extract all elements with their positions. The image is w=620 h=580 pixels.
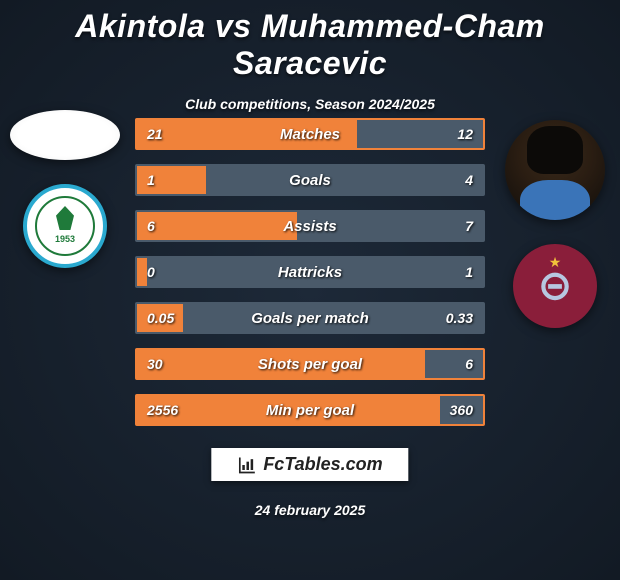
stat-label: Min per goal bbox=[137, 396, 483, 424]
player-right-club-badge: ★ ⊝ bbox=[513, 244, 597, 328]
stat-label: Shots per goal bbox=[137, 350, 483, 378]
page-title: Akintola vs Muhammed-Cham Saracevic bbox=[0, 0, 620, 82]
stat-row: 2556360Min per goal bbox=[135, 394, 485, 426]
stat-label: Assists bbox=[137, 212, 483, 240]
comparison-card: Akintola vs Muhammed-Cham Saracevic Club… bbox=[0, 0, 620, 580]
footer-label: FcTables.com bbox=[263, 454, 382, 475]
stat-label: Matches bbox=[137, 120, 483, 148]
chart-icon bbox=[237, 455, 257, 475]
stat-label: Hattricks bbox=[137, 258, 483, 286]
club-left-inner: 1953 bbox=[35, 196, 95, 256]
stat-row: 306Shots per goal bbox=[135, 348, 485, 380]
player-left-club-badge: 1953 bbox=[23, 184, 107, 268]
date-label: 24 february 2025 bbox=[0, 502, 620, 518]
stat-label: Goals bbox=[137, 166, 483, 194]
player-right-avatar bbox=[505, 120, 605, 220]
stat-row: 14Goals bbox=[135, 164, 485, 196]
left-column: 1953 bbox=[10, 110, 120, 268]
footer-attribution[interactable]: FcTables.com bbox=[211, 448, 408, 481]
star-icon: ★ bbox=[549, 254, 562, 271]
stat-row: 01Hattricks bbox=[135, 256, 485, 288]
stat-row: 2112Matches bbox=[135, 118, 485, 150]
stat-label: Goals per match bbox=[137, 304, 483, 332]
stat-row: 0.050.33Goals per match bbox=[135, 302, 485, 334]
player-left-avatar bbox=[10, 110, 120, 160]
club-left-year: 1953 bbox=[55, 234, 75, 244]
stats-bars: 2112Matches 14Goals 67Assists 01Hattricks 0.… bbox=[135, 118, 485, 426]
stat-row: 67Assists bbox=[135, 210, 485, 242]
right-column: ★ ⊝ bbox=[500, 120, 610, 328]
